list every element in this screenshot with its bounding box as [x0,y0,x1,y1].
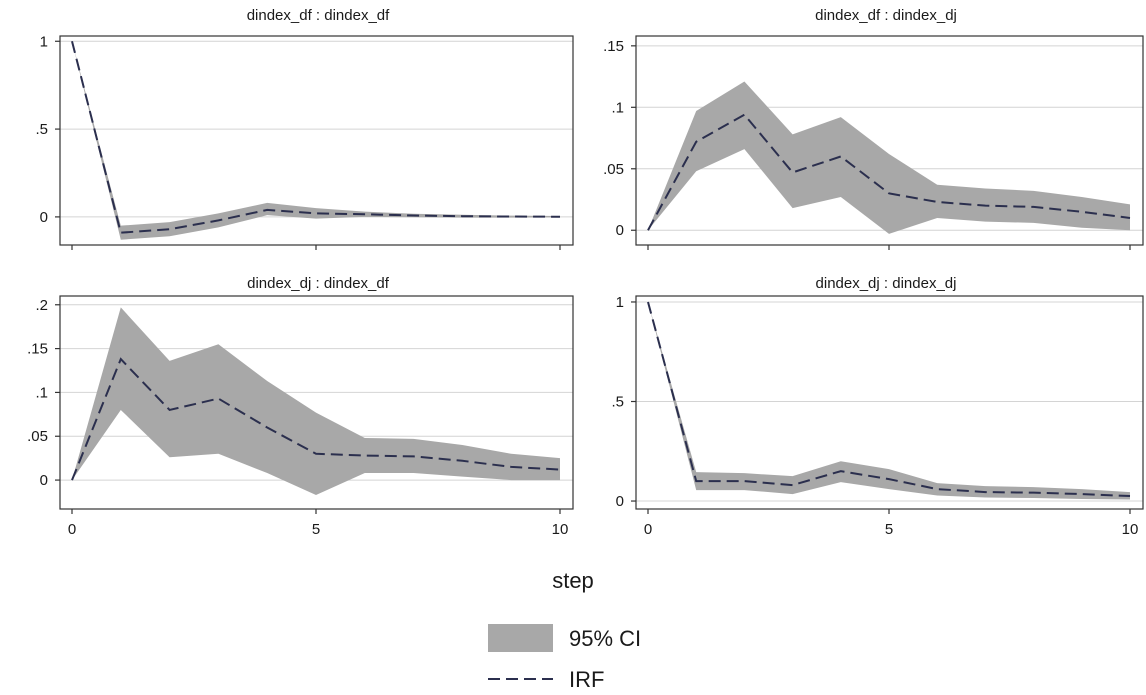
panel-1: dindex_df : dindex_df 0 .5 1 [35,7,574,250]
legend-ci-label: 95% CI [569,626,641,651]
ci-band [648,301,1130,500]
panel-title: dindex_dj : dindex_df [247,275,390,292]
x-tick-label: 10 [552,521,569,538]
ci-band [648,81,1130,234]
y-tick-label: 0 [616,222,624,239]
x-tick-label: 10 [1122,521,1139,538]
x-tick-label: 5 [312,521,320,538]
irf-line [647,301,1131,498]
panel-title: dindex_df : dindex_df [247,7,390,24]
y-tick-label: 0 [40,209,48,226]
y-tick-label: .05 [27,428,48,445]
y-tick-label: .15 [603,38,624,55]
ci-band [72,307,560,495]
legend-ci-swatch [488,624,553,652]
ci-band [72,41,560,240]
x-tick-label: 0 [68,521,76,538]
y-tick-label: 0 [616,493,624,510]
y-tick-label: .1 [611,99,624,116]
y-tick-label: 1 [616,294,624,311]
irf-line [647,113,1131,231]
y-tick-label: .1 [35,384,48,401]
y-tick-label: .5 [611,394,624,411]
legend-irf-label: IRF [569,667,604,692]
y-tick-label: .15 [27,341,48,358]
irf-line [71,41,561,234]
y-tick-label: 0 [40,472,48,489]
y-tick-label: .05 [603,161,624,178]
x-tick-label: 0 [644,521,652,538]
panel-title: dindex_dj : dindex_dj [816,275,957,292]
legend: 95% CI IRF [488,624,641,692]
y-tick-label: .5 [35,121,48,138]
irf-line [71,357,561,481]
panel-4: dindex_dj : dindex_dj0.510 5 10 [611,275,1144,538]
x-axis-label: step [552,568,594,593]
panel-title: dindex_df : dindex_dj [815,7,957,24]
y-tick-label: 1 [40,33,48,50]
x-tick-label: 5 [885,521,893,538]
panel-3: dindex_dj : dindex_df 0 .05 .1 .15 .2 0 5 10 [27,275,574,538]
y-tick-label: .2 [35,297,48,314]
panel-2: dindex_df : dindex_dj 0 .05 .1 .15 [603,7,1144,250]
